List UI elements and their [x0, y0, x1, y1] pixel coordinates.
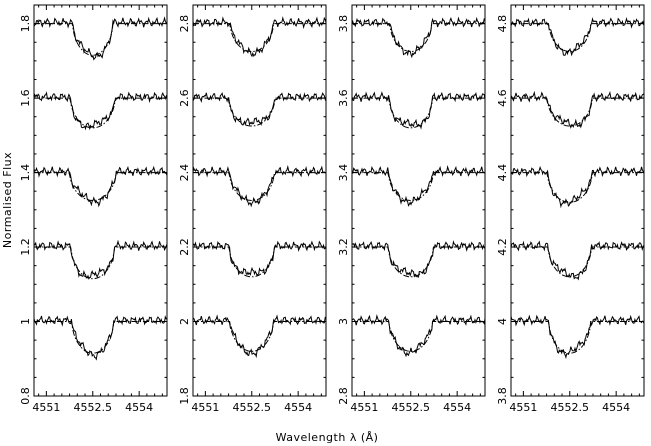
- model-profile-line: [193, 172, 326, 201]
- observed-profile-line: [192, 240, 327, 277]
- y-tick-label: 3.2: [337, 238, 350, 256]
- model-profile-line: [34, 97, 167, 129]
- x-tick-label: 4554: [443, 401, 471, 414]
- observed-profile-line: [510, 240, 645, 281]
- y-tick-label: 3: [337, 318, 350, 325]
- x-tick-label: 4554: [602, 401, 630, 414]
- model-profile-line: [352, 321, 485, 352]
- model-profile-line: [352, 23, 485, 52]
- y-tick-label: 2.4: [178, 164, 191, 182]
- y-tick-label: 1.2: [19, 238, 32, 256]
- y-tick-label: 2.6: [178, 89, 191, 107]
- observed-profile-line: [192, 16, 327, 58]
- y-axis-label: Normalised Flux: [1, 152, 14, 248]
- y-tick-label: 2: [178, 318, 191, 325]
- model-profile-line: [511, 246, 644, 278]
- observed-profile-line: [192, 314, 327, 359]
- y-tick-label: 2.8: [337, 387, 350, 405]
- y-tick-label: 4.4: [496, 164, 509, 182]
- model-profile-line: [352, 172, 485, 201]
- model-profile-line: [193, 23, 326, 52]
- observed-profile-line: [510, 90, 645, 129]
- model-profile-line: [352, 246, 485, 278]
- y-tick-label: 1: [19, 318, 32, 325]
- y-tick-label: 1.8: [19, 15, 32, 33]
- observed-profile-line: [192, 164, 327, 208]
- observed-profile-line: [351, 91, 486, 130]
- y-tick-label: 1.4: [19, 164, 32, 182]
- observed-profile-line: [351, 313, 486, 358]
- x-tick-label: 4552.5: [233, 401, 272, 414]
- observed-profile-line: [33, 91, 168, 131]
- y-tick-label: 1.6: [19, 89, 32, 107]
- model-profile-line: [34, 23, 167, 56]
- x-axis-label: Wavelength λ (Å): [276, 431, 379, 444]
- observed-profile-line: [33, 16, 168, 61]
- model-profile-line: [193, 321, 326, 352]
- observed-profile-line: [510, 165, 645, 209]
- model-profile-line: [511, 23, 644, 52]
- model-profile-line: [34, 321, 167, 354]
- y-tick-label: 4.2: [496, 238, 509, 256]
- observed-profile-line: [33, 239, 168, 280]
- model-profile-line: [511, 97, 644, 127]
- observed-profile-line: [351, 164, 486, 207]
- x-tick-label: 4551: [509, 401, 537, 414]
- observed-profile-line: [351, 16, 486, 59]
- y-tick-label: 3.6: [337, 89, 350, 107]
- model-profile-line: [352, 97, 485, 129]
- y-tick-label: 3.8: [337, 15, 350, 33]
- x-tick-label: 4551: [32, 401, 60, 414]
- x-tick-label: 4552.5: [392, 401, 431, 414]
- x-tick-label: 4551: [191, 401, 219, 414]
- y-tick-label: 2.2: [178, 238, 191, 256]
- observed-profile-line: [192, 91, 327, 127]
- observed-profile-line: [33, 165, 168, 208]
- y-tick-label: 2.8: [178, 15, 191, 33]
- y-tick-label: 3.8: [496, 387, 509, 405]
- x-tick-label: 4551: [350, 401, 378, 414]
- x-tick-label: 4554: [125, 401, 153, 414]
- y-tick-label: 4.6: [496, 89, 509, 107]
- y-tick-label: 0.8: [19, 387, 32, 405]
- y-tick-label: 1.8: [178, 387, 191, 405]
- panel-frame: [351, 4, 486, 397]
- x-tick-label: 4552.5: [551, 401, 590, 414]
- observed-profile-line: [33, 315, 168, 361]
- model-profile-line: [511, 321, 644, 354]
- y-tick-label: 4: [496, 318, 509, 325]
- observed-profile-line: [351, 240, 485, 278]
- y-tick-label: 4.8: [496, 15, 509, 33]
- observed-profile-line: [510, 314, 645, 360]
- model-profile-line: [34, 246, 167, 280]
- observed-profile-line: [510, 16, 645, 57]
- y-tick-label: 3.4: [337, 164, 350, 182]
- x-tick-label: 4552.5: [74, 401, 113, 414]
- model-profile-line: [34, 172, 167, 201]
- model-profile-line: [193, 246, 326, 278]
- x-tick-label: 4554: [284, 401, 312, 414]
